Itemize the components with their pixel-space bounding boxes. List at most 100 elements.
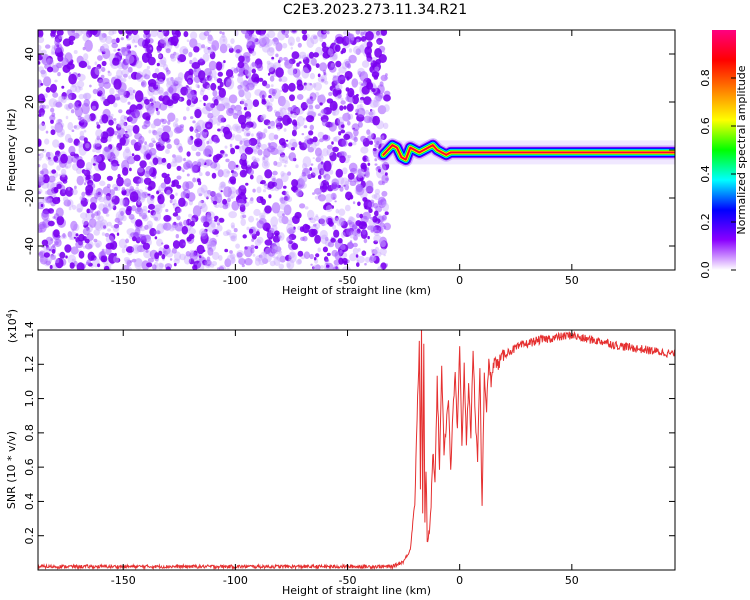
noise-speckle [205, 131, 208, 135]
noise-speckle [73, 125, 78, 129]
noise-speckle [122, 199, 129, 208]
noise-speckle [133, 231, 140, 238]
noise-speckle [337, 93, 342, 99]
noise-speckle [169, 226, 175, 232]
noise-speckle [192, 120, 196, 124]
noise-speckle [176, 175, 182, 180]
noise-speckle [125, 30, 134, 35]
noise-speckle [53, 186, 59, 194]
noise-speckle [120, 210, 124, 216]
noise-speckle [76, 262, 85, 270]
noise-speckle [372, 115, 380, 126]
noise-speckle [67, 186, 71, 191]
noise-speckle [328, 91, 333, 97]
noise-speckle [161, 131, 170, 142]
noise-speckle [240, 155, 247, 160]
noise-speckle [312, 136, 318, 143]
noise-speckle [267, 142, 271, 146]
noise-speckle [75, 241, 84, 249]
noise-speckle [308, 217, 312, 221]
noise-speckle [211, 172, 217, 179]
noise-speckle [348, 142, 353, 147]
noise-speckle [371, 88, 376, 93]
noise-speckle [274, 246, 282, 253]
noise-speckle [195, 125, 202, 133]
noise-speckle [101, 248, 105, 252]
noise-speckle [226, 254, 235, 265]
y-tick-label: -20 [23, 189, 36, 207]
noise-speckle [119, 198, 125, 206]
noise-speckle [174, 156, 183, 164]
noise-speckle [339, 250, 343, 255]
noise-speckle [64, 104, 70, 110]
noise-speckle [325, 259, 329, 262]
noise-speckle [124, 266, 133, 270]
noise-speckle [301, 30, 307, 35]
noise-speckle [277, 145, 285, 153]
noise-speckle [243, 139, 252, 147]
noise-speckle [154, 101, 161, 110]
noise-speckle [137, 200, 141, 205]
noise-speckle [70, 220, 78, 231]
noise-speckle [178, 96, 185, 102]
y-tick-label: 20 [23, 95, 36, 109]
noise-speckle [351, 78, 359, 88]
noise-speckle [319, 265, 324, 269]
noise-speckle [50, 125, 55, 130]
noise-speckle [108, 252, 117, 264]
noise-speckle [315, 264, 321, 270]
noise-speckle [116, 124, 122, 131]
noise-speckle [49, 265, 53, 269]
noise-speckle [206, 190, 212, 195]
noise-speckle [240, 153, 247, 162]
noise-speckle [203, 46, 211, 55]
noise-speckle [187, 136, 192, 142]
noise-speckle [229, 250, 233, 254]
noise-speckle [117, 123, 121, 128]
noise-speckle [158, 54, 162, 58]
noise-speckle [350, 36, 355, 41]
noise-speckle [360, 96, 365, 101]
noise-speckle [219, 130, 223, 133]
noise-speckle [380, 133, 387, 141]
noise-speckle [147, 79, 157, 87]
noise-speckle [372, 215, 378, 223]
noise-speckle [222, 204, 229, 210]
noise-speckle [324, 236, 329, 242]
noise-speckle [222, 198, 228, 205]
noise-speckle [76, 167, 82, 174]
noise-speckle [327, 241, 335, 248]
noise-speckle [203, 162, 207, 166]
noise-speckle [253, 81, 258, 87]
noise-speckle [189, 249, 193, 253]
y-tick-label: 0.6 [23, 458, 36, 476]
noise-speckle [337, 238, 343, 244]
noise-speckle [171, 222, 178, 229]
noise-speckle [271, 224, 278, 232]
noise-speckle [371, 256, 376, 262]
noise-speckle [360, 83, 364, 86]
noise-speckle [246, 226, 250, 231]
noise-speckle [286, 219, 293, 226]
noise-speckle [121, 69, 130, 76]
noise-speckle [311, 111, 317, 116]
noise-speckle [253, 149, 258, 155]
noise-speckle [257, 142, 262, 148]
noise-speckle [340, 124, 345, 128]
panel2-frame [37, 329, 676, 571]
noise-speckle [101, 60, 107, 67]
noise-speckle [270, 84, 274, 88]
noise-speckle [233, 44, 243, 54]
noise-speckle [314, 104, 321, 110]
noise-speckle [78, 86, 81, 89]
x-tick-label: -150 [111, 574, 136, 587]
noise-speckle [351, 223, 358, 230]
noise-speckle [365, 184, 374, 193]
noise-speckle [209, 51, 216, 60]
noise-speckle [187, 227, 196, 235]
noise-speckle [317, 174, 322, 180]
noise-speckle [38, 228, 41, 232]
noise-speckle [298, 51, 307, 59]
noise-speckle [172, 240, 180, 249]
noise-speckle [371, 133, 376, 140]
